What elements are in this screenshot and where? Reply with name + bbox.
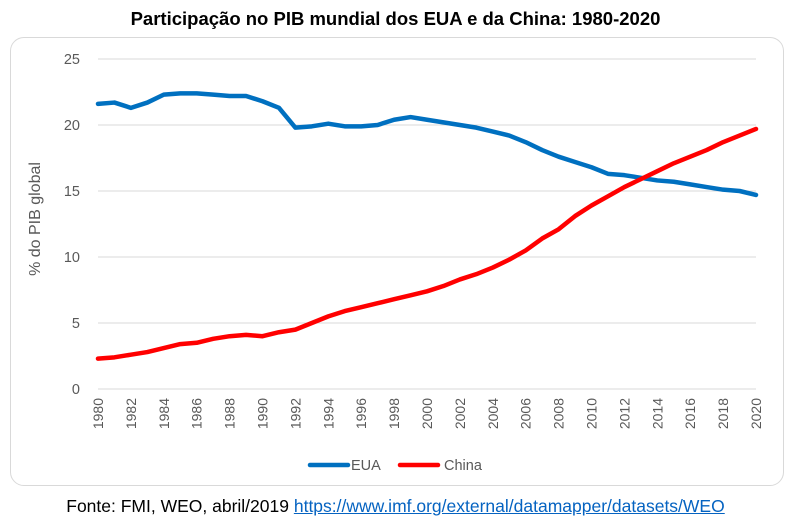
y-tick-label: 5: [72, 316, 80, 332]
x-tick-label: 1988: [222, 398, 238, 429]
x-tick-label: 2018: [715, 398, 731, 429]
x-tick-label: 2006: [518, 398, 534, 429]
chart-frame: [10, 37, 784, 486]
y-tick-label: 15: [64, 184, 80, 200]
x-tick-label: 1996: [353, 398, 369, 429]
y-axis-label: % do PIB global: [27, 162, 44, 276]
source-text: Fonte: FMI, WEO, abril/2019: [66, 496, 289, 516]
legend: EUA China: [307, 458, 483, 474]
x-tick-label: 2020: [748, 398, 764, 429]
x-tick-label: 2002: [452, 398, 468, 429]
x-tick-label: 1986: [189, 398, 205, 429]
series-line-china: [95, 126, 759, 361]
y-tick-label: 10: [64, 250, 80, 266]
x-tick-label: 2012: [616, 398, 632, 429]
source-link[interactable]: https://www.imf.org/external/datamapper/…: [293, 496, 725, 516]
y-tick-label: 25: [64, 52, 80, 68]
x-tick-label: 1998: [386, 398, 402, 429]
x-tick-label: 2004: [485, 398, 501, 429]
gridlines: [98, 58, 756, 390]
x-tick-label: 2000: [419, 398, 435, 429]
legend-label-china: China: [444, 458, 483, 474]
y-tick-label: 0: [72, 382, 80, 398]
x-tick-label: 1982: [123, 398, 139, 429]
x-axis-ticks: 1980 1982 1984 1986 1988 1990 1992 1994 1996 1998…: [90, 398, 764, 429]
x-tick-label: 1994: [320, 398, 336, 429]
x-tick-label: 2010: [584, 398, 600, 429]
x-tick-label: 1984: [156, 398, 172, 429]
x-tick-label: 2014: [649, 398, 665, 429]
y-tick-label: 20: [64, 118, 80, 134]
x-tick-label: 1992: [287, 398, 303, 429]
legend-label-eua: EUA: [351, 458, 381, 474]
footer-source: Fonte: FMI, WEO, abril/2019 https://www.…: [0, 496, 791, 517]
x-tick-label: 1980: [90, 398, 106, 429]
y-axis-ticks: 0 5 10 15 20 25: [64, 52, 80, 398]
x-tick-label: 1990: [255, 398, 271, 429]
series-lines: [95, 91, 759, 361]
x-tick-label: 2016: [682, 398, 698, 429]
x-tick-label: 2008: [551, 398, 567, 429]
series-line-eua: [95, 91, 759, 198]
chart-title: Participação no PIB mundial dos EUA e da…: [130, 8, 661, 29]
